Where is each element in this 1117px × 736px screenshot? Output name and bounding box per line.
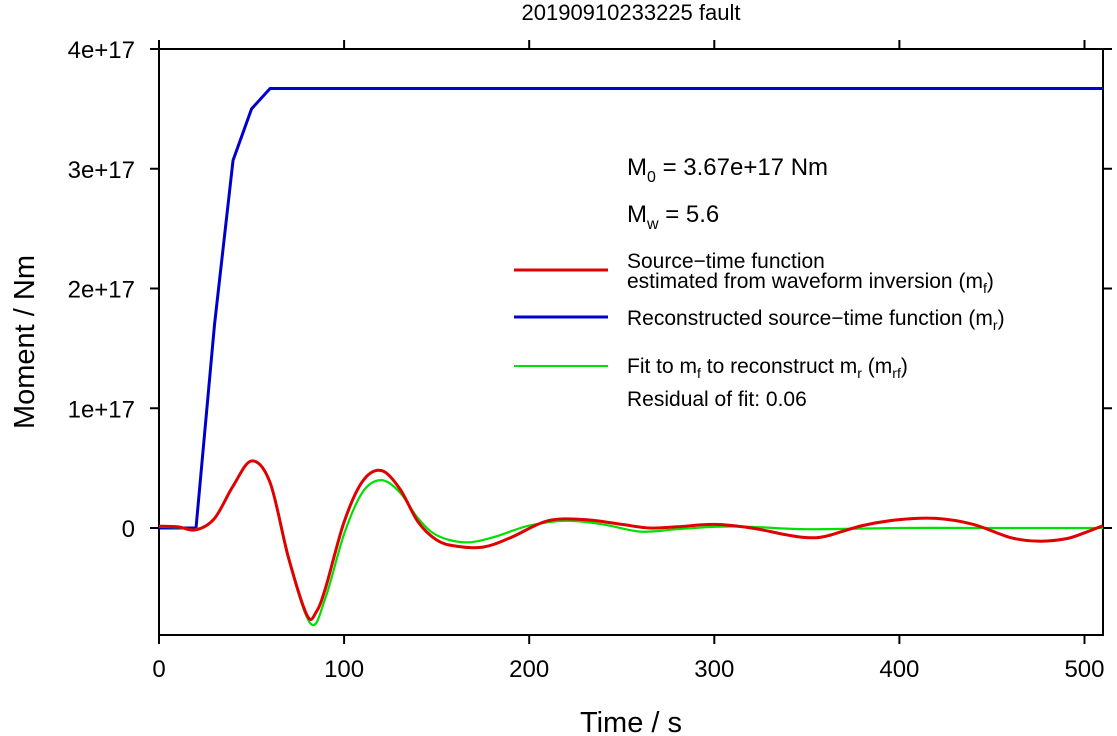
y-tick-label: 3e+17: [68, 157, 135, 184]
y-tick-label: 4e+17: [68, 37, 135, 64]
series-line-mf: [159, 459, 1103, 621]
x-tick-label: 500: [1064, 656, 1104, 683]
y-tick-label: 2e+17: [68, 277, 135, 304]
legend-label-mf-2: estimated from waveform inversion (mf): [627, 270, 994, 296]
x-tick-label: 300: [694, 656, 734, 683]
x-axis: 0 100 200 300 400 500: [152, 40, 1105, 683]
legend: Source−time function estimated from wave…: [514, 250, 1005, 411]
residual-label: Residual of fit: 0.06: [627, 388, 807, 411]
x-tick-label: 400: [879, 656, 919, 683]
legend-label-mr: Reconstructed source−time function (mr): [627, 307, 1005, 333]
x-tick-label: 100: [324, 656, 364, 683]
legend-label-mf-1: Source−time function: [627, 250, 825, 273]
plot-frame: [158, 48, 1104, 636]
x-axis-title: Time / s: [580, 707, 682, 736]
m0-annotation: M0 = 3.67e+17 Nm: [627, 154, 828, 186]
y-axis-title: Moment / Nm: [9, 255, 41, 429]
mw-symbol: M: [627, 201, 647, 228]
series-layer: [159, 87, 1103, 627]
mw-annotation: Mw = 5.6: [627, 201, 719, 233]
y-axis: 0 1e+17 2e+17 3e+17 4e+17: [68, 37, 1112, 543]
m0-symbol: M: [627, 154, 647, 181]
y-tick-label: 1e+17: [68, 396, 135, 423]
legend-label-mrf: Fit to mf to reconstruct mr (mrf): [627, 355, 908, 381]
x-tick-label: 200: [509, 656, 549, 683]
mw-value: = 5.6: [659, 201, 720, 228]
chart-title: 20190910233225 fault: [522, 0, 741, 25]
mw-subscript: w: [646, 216, 659, 233]
m0-value: = 3.67e+17 Nm: [656, 154, 828, 181]
x-tick-label: 0: [152, 656, 165, 683]
m0-subscript: 0: [647, 169, 656, 186]
y-tick-label: 0: [122, 516, 135, 543]
